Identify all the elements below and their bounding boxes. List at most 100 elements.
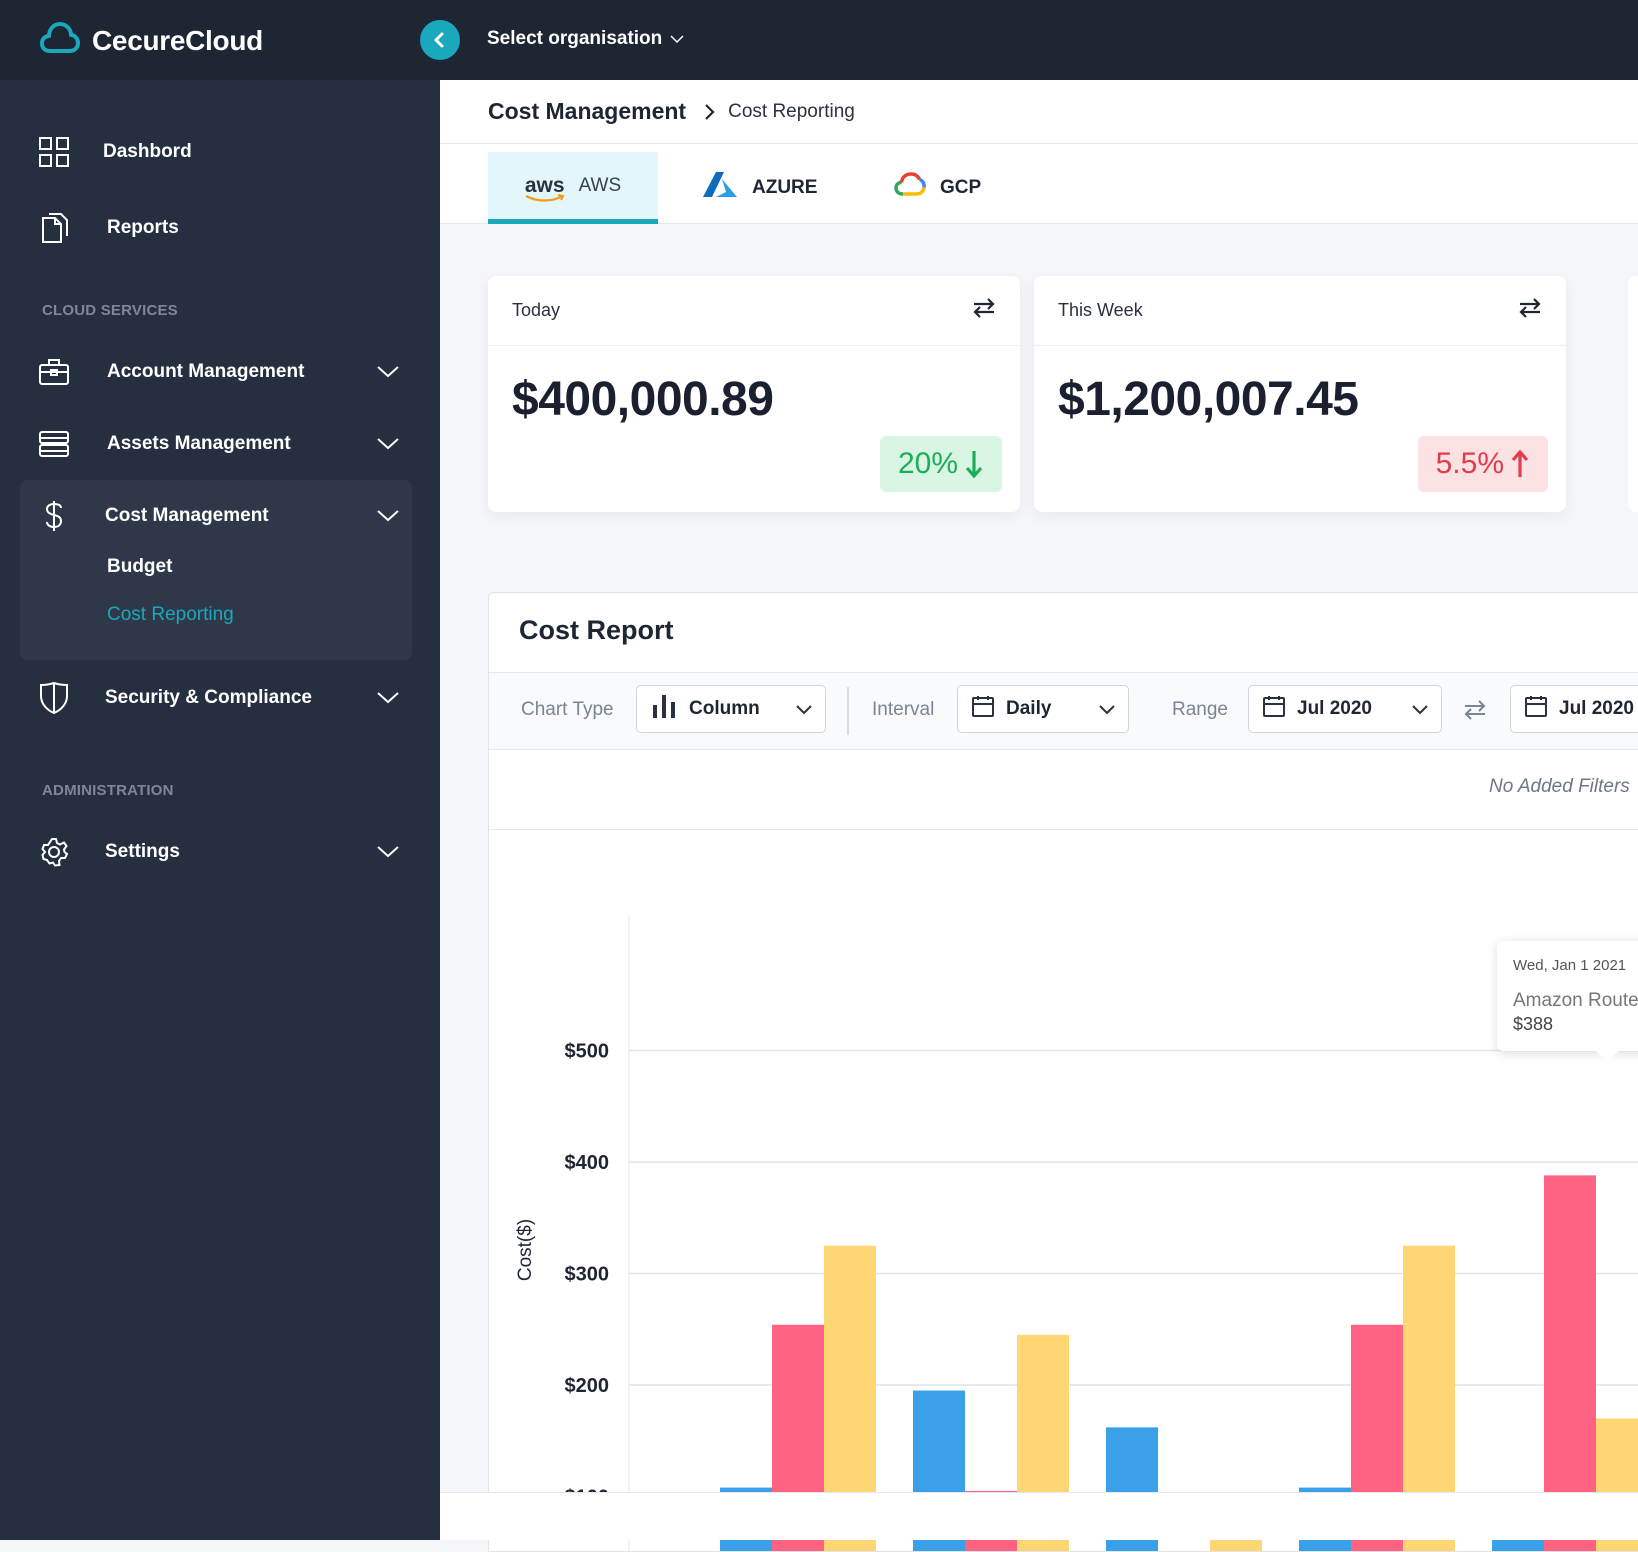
bar-chart-icon xyxy=(651,693,677,725)
dollar-icon xyxy=(38,500,70,532)
change-value: 5.5% xyxy=(1436,447,1504,481)
y-axis-label: Cost($) xyxy=(515,1219,536,1281)
sidebar-item-label: Security & Compliance xyxy=(105,687,312,709)
range-to-select[interactable]: Jul 2020 xyxy=(1510,685,1638,733)
calendar-icon xyxy=(1263,695,1285,723)
change-badge: 5.5% xyxy=(1418,436,1548,492)
sidebar-item-dashboard[interactable]: Dashbord xyxy=(0,126,440,178)
cloud-logo-icon xyxy=(40,20,80,61)
briefcase-icon xyxy=(38,356,70,388)
chevron-right-icon xyxy=(704,103,716,121)
swap-range-icon[interactable] xyxy=(1463,699,1487,726)
chart-type-value: Column xyxy=(689,698,760,720)
range-from-value: Jul 2020 xyxy=(1297,698,1372,720)
chevron-down-icon xyxy=(376,432,400,456)
chevron-left-icon xyxy=(432,32,448,48)
chevron-down-icon xyxy=(795,700,813,718)
reports-icon xyxy=(38,212,70,244)
collapse-sidebar-button[interactable] xyxy=(420,20,460,60)
sidebar-item-label: Dashbord xyxy=(103,141,192,163)
breadcrumb-cost-management[interactable]: Cost Management xyxy=(488,98,686,125)
y-tick-label: $400 xyxy=(565,1152,610,1174)
card-label: Today xyxy=(512,300,560,321)
sidebar-item-account-management[interactable]: Account Management xyxy=(0,346,440,398)
filter-divider xyxy=(847,687,849,735)
cloud-provider-tabs: aws AWS AZURE GCP xyxy=(440,144,1638,224)
tooltip-value: $388 xyxy=(1513,1014,1638,1035)
tooltip-date: Wed, Jan 1 2021 xyxy=(1513,957,1638,974)
swap-icon[interactable] xyxy=(972,297,996,324)
cost-card-partial xyxy=(1628,276,1638,512)
tooltip-series: Amazon Route S3 xyxy=(1513,990,1638,1012)
sidebar-item-label: Reports xyxy=(107,217,179,239)
organisation-select-label: Select organisation xyxy=(487,28,662,50)
range-label: Range xyxy=(1172,699,1228,721)
interval-label: Interval xyxy=(872,699,934,721)
change-badge: 20% xyxy=(880,436,1002,492)
chevron-down-icon xyxy=(1411,700,1429,718)
report-bottom-edge xyxy=(440,1492,1638,1540)
change-value: 20% xyxy=(898,447,958,481)
logo[interactable]: CecureCloud xyxy=(40,20,263,61)
tab-gcp[interactable]: GCP xyxy=(894,152,981,224)
range-from-select[interactable]: Jul 2020 xyxy=(1248,685,1442,733)
sidebar-item-assets-management[interactable]: Assets Management xyxy=(0,418,440,470)
chevron-down-icon xyxy=(376,504,400,528)
cost-card-today: Today $400,000.89 20% xyxy=(488,276,1020,512)
chevron-down-icon xyxy=(376,360,400,384)
chevron-down-icon xyxy=(376,686,400,710)
chevron-down-icon xyxy=(376,840,400,864)
chart-type-label: Chart Type xyxy=(521,699,614,721)
sidebar-item-reports[interactable]: Reports xyxy=(0,202,440,254)
gear-icon xyxy=(38,836,70,868)
sidebar-item-cost-management[interactable]: Cost Management xyxy=(0,490,440,542)
sidebar: Dashbord Reports CLOUD SERVICES Account … xyxy=(0,80,440,1540)
gcp-logo-icon xyxy=(894,172,926,204)
tab-aws[interactable]: aws AWS xyxy=(488,152,658,224)
card-label: This Week xyxy=(1058,300,1143,321)
sidebar-item-label: Cost Management xyxy=(105,505,269,527)
swap-icon[interactable] xyxy=(1518,297,1542,324)
calendar-icon xyxy=(1525,695,1547,723)
arrow-up-icon xyxy=(1510,449,1530,479)
interval-select[interactable]: Daily xyxy=(957,685,1129,733)
tab-azure[interactable]: AZURE xyxy=(702,152,817,224)
section-title-administration: ADMINISTRATION xyxy=(42,782,174,799)
chart-type-select[interactable]: Column xyxy=(636,685,826,733)
tab-gcp-label: GCP xyxy=(940,177,981,199)
sidebar-item-settings[interactable]: Settings xyxy=(0,826,440,878)
tab-aws-label: AWS xyxy=(579,175,622,197)
card-value: $400,000.89 xyxy=(512,372,773,427)
filters-area: No Added Filters xyxy=(489,750,1638,830)
report-title: Cost Report xyxy=(519,615,674,646)
sidebar-subitem-cost-reporting[interactable]: Cost Reporting xyxy=(107,604,234,626)
report-filter-bar: Chart Type Column Interval Daily Range xyxy=(489,672,1638,750)
section-title-cloud-services: CLOUD SERVICES xyxy=(42,302,178,319)
aws-logo: aws xyxy=(525,175,565,196)
shield-icon xyxy=(38,682,70,714)
calendar-icon xyxy=(972,695,994,723)
server-icon xyxy=(38,428,70,460)
y-tick-label: $200 xyxy=(565,1375,610,1397)
sidebar-item-label: Assets Management xyxy=(107,433,291,455)
tab-azure-label: AZURE xyxy=(752,177,817,199)
chart-tooltip: Wed, Jan 1 2021 Amazon Route S3 $388 xyxy=(1497,941,1638,1051)
cost-report-panel: Cost Report Chart Type Column Interval D… xyxy=(488,592,1638,1552)
chevron-down-icon xyxy=(1098,700,1116,718)
top-bar: CecureCloud Select organisation xyxy=(0,0,1638,80)
sidebar-item-label: Settings xyxy=(105,841,180,863)
cost-card-this-week: This Week $1,200,007.45 5.5% xyxy=(1034,276,1566,512)
no-filters-text: No Added Filters xyxy=(1489,776,1630,798)
organisation-select[interactable]: Select organisation xyxy=(487,28,684,50)
card-value: $1,200,007.45 xyxy=(1058,372,1358,427)
breadcrumb: Cost Management Cost Reporting xyxy=(440,80,1638,144)
main-content: Cost Management Cost Reporting aws AWS A… xyxy=(440,80,1638,1540)
sidebar-subitem-budget[interactable]: Budget xyxy=(107,556,172,578)
sidebar-item-security-compliance[interactable]: Security & Compliance xyxy=(0,672,440,724)
arrow-down-icon xyxy=(964,449,984,479)
interval-value: Daily xyxy=(1006,698,1051,720)
chevron-down-icon xyxy=(670,34,684,44)
y-tick-label: $300 xyxy=(565,1264,610,1286)
breadcrumb-cost-reporting: Cost Reporting xyxy=(728,101,855,123)
